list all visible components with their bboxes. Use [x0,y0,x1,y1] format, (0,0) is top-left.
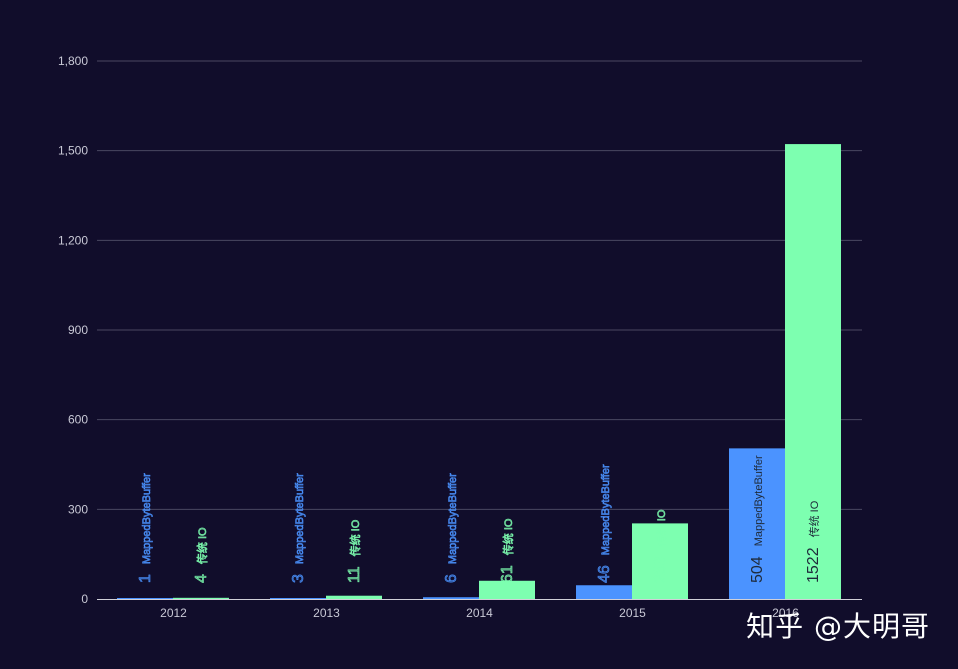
data-label: 46 MappedByteBuffer [596,464,613,583]
data-value: 3 [290,574,307,583]
data-value: 11 [346,566,363,583]
bar [729,448,785,599]
data-value: 4 [193,574,210,583]
y-tick-label: 0 [81,592,88,606]
x-tick-label: 2015 [619,606,646,620]
data-label: 504 MappedByteBuffer [749,455,766,583]
x-tick-label: 2016 [772,606,799,620]
y-tick-label: 1,200 [58,233,88,247]
data-value: 253 [652,556,669,583]
x-tick-label: 2012 [160,606,187,620]
data-series-name: MappedByteBuffer [447,473,459,564]
data-value: 61 [499,565,516,583]
data-value: 1 [137,574,154,583]
y-tick-label: 1,500 [58,144,88,158]
watermark: 知乎 @大明哥 [746,610,930,643]
bar [632,523,688,599]
data-label: 61 传统 IO [499,518,516,583]
y-tick-label: 1,800 [58,54,88,68]
data-value: 504 [749,556,766,583]
data-label: 3 MappedByteBuffer [290,473,307,583]
data-label: 1 MappedByteBuffer [137,473,154,583]
data-label: 1522 传统 IO [805,500,822,583]
data-label: 253 传统 IO [652,509,669,583]
x-tick-label: 2014 [466,606,493,620]
data-value: 1522 [805,547,822,583]
data-series-name: 传统 IO [808,500,821,537]
y-tick-label: 600 [68,413,88,427]
data-series-name: 传统 IO [502,518,515,555]
data-series-name: 传统 IO [349,519,362,556]
bar [576,585,632,599]
bar [173,597,229,599]
bar [326,595,382,599]
bar [479,580,535,599]
y-tick-label: 900 [68,323,88,337]
data-series-name: MappedByteBuffer [600,464,612,555]
data-series-name: MappedByteBuffer [294,473,306,564]
bar [117,598,173,599]
bar [270,598,326,599]
data-series-name: 传统 IO [655,509,668,546]
bar [785,144,841,599]
data-label: 11 传统 IO [346,519,363,583]
bar [423,597,479,599]
data-label: 4 传统 IO [193,527,210,583]
data-label: 6 MappedByteBuffer [443,473,460,583]
x-tick-label: 2013 [313,606,340,620]
data-value: 46 [596,565,613,583]
data-series-name: 传统 IO [196,527,209,564]
data-series-name: MappedByteBuffer [141,473,153,564]
y-tick-label: 300 [68,502,88,516]
data-value: 6 [443,574,460,583]
data-series-name: MappedByteBuffer [753,455,765,546]
